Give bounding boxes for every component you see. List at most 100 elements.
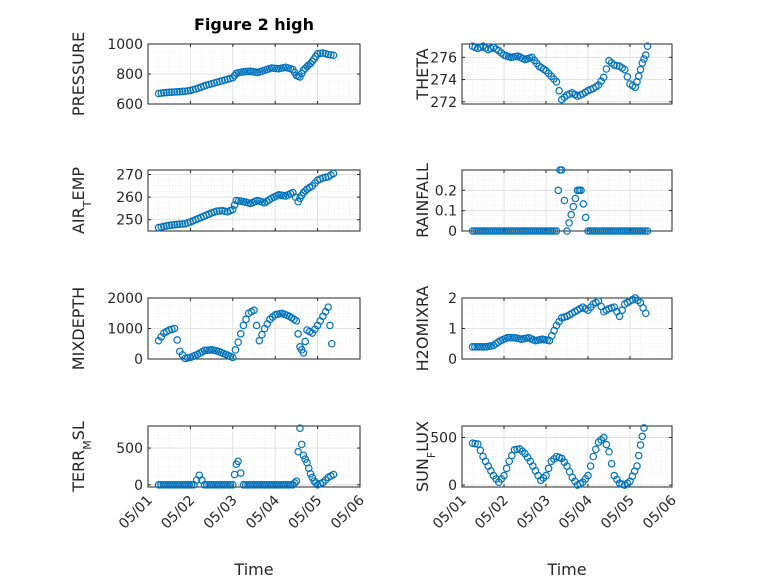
- data-point: [324, 303, 333, 311]
- y-tick-label: 0: [134, 478, 143, 494]
- data-point: [173, 480, 182, 489]
- data-point: [236, 469, 245, 477]
- data-point: [178, 87, 187, 96]
- data-point: [636, 65, 645, 74]
- data-point: [506, 333, 514, 342]
- data-point: [643, 42, 652, 51]
- data-point: [250, 306, 258, 315]
- data-point: [234, 338, 242, 347]
- data-point: [170, 88, 179, 96]
- series-markers: [154, 424, 338, 489]
- data-point: [253, 480, 262, 489]
- subplot-1: 600 800 1000 PRESSURE Figure 2 high: [69, 15, 361, 116]
- data-point: [327, 339, 336, 348]
- data-point: [502, 464, 511, 473]
- data-point: [473, 440, 482, 448]
- data-point: [623, 72, 632, 81]
- data-point: [639, 227, 647, 235]
- data-point: [244, 480, 252, 489]
- data-point: [605, 447, 613, 456]
- data-point: [279, 480, 288, 489]
- data-point: [164, 480, 172, 489]
- data-point: [306, 469, 315, 478]
- data-point: [221, 480, 230, 489]
- data-point: [176, 87, 184, 96]
- x-tick-label: 05/03: [201, 493, 241, 533]
- data-point: [286, 480, 295, 489]
- y-axis-label: SUNFLUX: [413, 421, 438, 492]
- y-tick-label: 0: [448, 478, 457, 494]
- x-tick-label: 05/04: [556, 492, 596, 532]
- data-point: [162, 88, 171, 97]
- data-point: [239, 67, 248, 76]
- data-point: [294, 330, 302, 338]
- data-point: [239, 480, 248, 489]
- y-tick-label: 800: [116, 67, 143, 83]
- y-tick-label: 274: [430, 73, 457, 89]
- data-point: [157, 89, 166, 97]
- data-point: [178, 220, 187, 228]
- data-point: [267, 480, 276, 489]
- axes-box: [461, 425, 673, 488]
- data-point: [292, 477, 301, 485]
- data-point: [229, 353, 237, 362]
- data-point: [542, 471, 550, 480]
- data-point: [229, 480, 237, 489]
- data-point: [478, 342, 486, 351]
- data-point: [640, 55, 648, 63]
- y-axis-label: H2OMIXRA: [413, 286, 432, 372]
- axes-box: [461, 43, 673, 105]
- data-point: [473, 342, 481, 351]
- data-point: [187, 480, 196, 489]
- data-point: [555, 86, 563, 95]
- data-point: [274, 480, 283, 489]
- data-point: [260, 480, 269, 489]
- data-point: [277, 480, 285, 489]
- data-point: [166, 480, 175, 489]
- data-point: [290, 479, 299, 487]
- y-tick-label: 0: [448, 224, 457, 240]
- data-point: [324, 50, 333, 59]
- data-point: [329, 470, 338, 479]
- data-point: [203, 480, 211, 489]
- data-point: [565, 219, 573, 227]
- data-point: [210, 480, 218, 489]
- y-tick-label: 270: [116, 168, 143, 184]
- data-point: [544, 464, 553, 473]
- y-tick-label: 1: [448, 322, 457, 338]
- data-point: [219, 480, 228, 489]
- data-point: [327, 51, 335, 59]
- data-point: [581, 213, 590, 222]
- subplot-5: 0 1000 2000 MIXDEPTH: [69, 287, 361, 370]
- data-point: [205, 346, 214, 354]
- data-point: [173, 220, 181, 229]
- y-tick-label: 276: [430, 50, 457, 66]
- data-point: [249, 480, 257, 489]
- data-point: [255, 336, 264, 345]
- data-point: [230, 201, 239, 209]
- y-tick-label: 0.1: [435, 204, 457, 220]
- data-point: [618, 306, 626, 315]
- data-point: [183, 354, 192, 362]
- data-point: [643, 227, 652, 235]
- data-point: [214, 480, 223, 489]
- y-tick-label: 1000: [107, 322, 143, 338]
- data-point: [171, 480, 179, 489]
- x-tick-label: 05/04: [243, 492, 283, 532]
- data-point: [552, 227, 561, 235]
- data-point: [242, 315, 250, 324]
- data-point: [270, 480, 278, 489]
- data-point: [641, 51, 650, 59]
- y-axis-label: TERRMSL: [69, 421, 94, 493]
- subplot-6: 0 1 2 H2OMIXRA: [413, 286, 673, 372]
- axes-box: [147, 169, 361, 232]
- data-point: [281, 480, 290, 489]
- y-tick-label: 500: [430, 430, 457, 446]
- y-tick-label: 600: [116, 97, 143, 113]
- data-point: [168, 480, 177, 489]
- data-point: [579, 200, 588, 208]
- data-point: [258, 480, 267, 489]
- data-point: [170, 220, 179, 229]
- subplot-7: 0 500 05/01 05/02 05/03 05/04 05/05 05/06 TERRMS…: [69, 421, 368, 579]
